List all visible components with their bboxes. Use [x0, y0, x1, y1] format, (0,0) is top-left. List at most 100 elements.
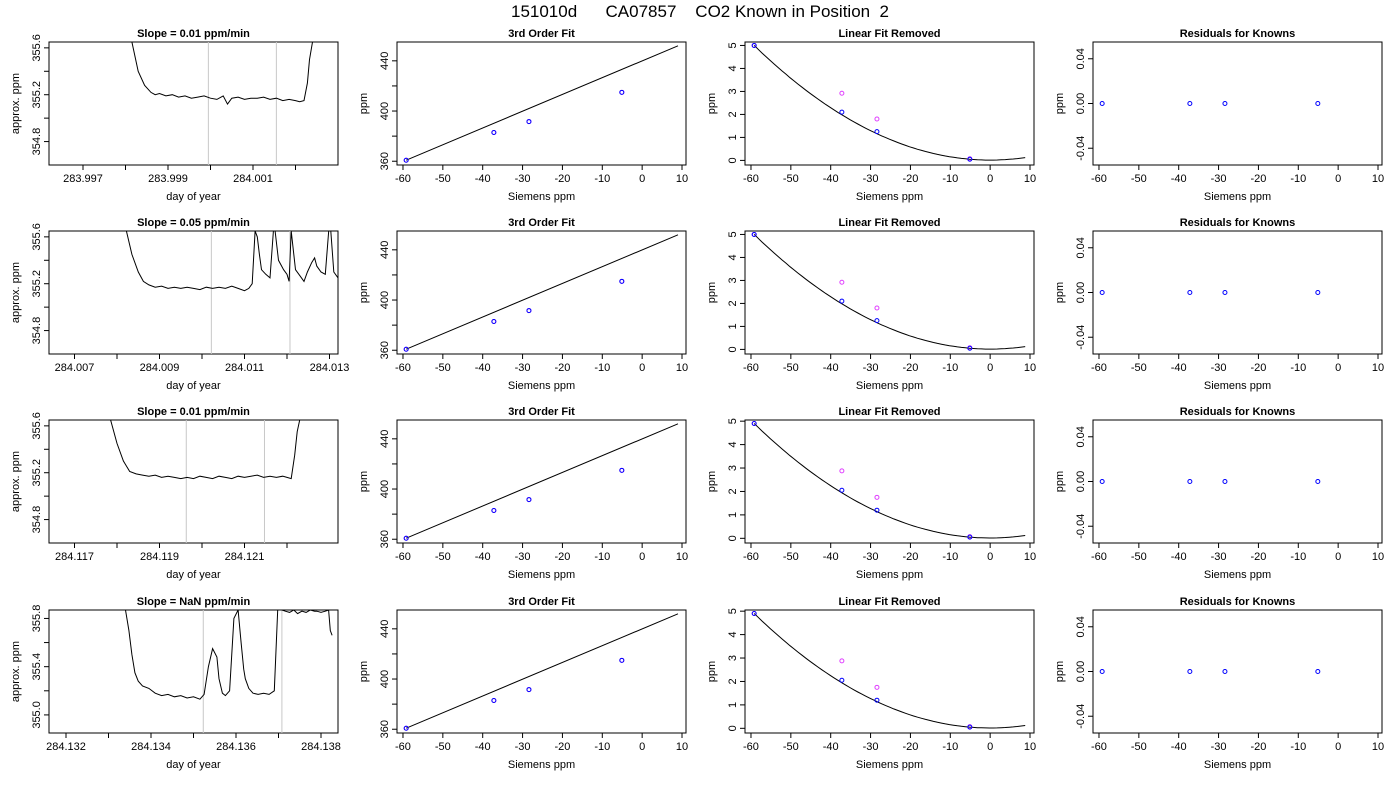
- y-tick-label: 360: [379, 530, 391, 548]
- series-line: [131, 42, 313, 106]
- x-tick-label: 10: [676, 551, 688, 563]
- data-point-magenta: [874, 684, 880, 690]
- y-tick-label: 0.04: [1075, 616, 1087, 637]
- x-tick-label: -40: [823, 173, 839, 185]
- data-point: [403, 725, 409, 731]
- y-axis-label: ppm: [1054, 282, 1066, 303]
- data-point: [619, 278, 625, 284]
- x-tick-label: -20: [554, 551, 570, 563]
- panel-linear_removed-row1: Linear Fit Removed -60 -50 -40 -30 -20 -10 0 10 0…: [706, 28, 1036, 203]
- x-tick-label: -40: [823, 362, 839, 374]
- plot-frame: [744, 41, 1035, 166]
- data-point: [1315, 101, 1321, 106]
- data-point: [1187, 669, 1193, 674]
- y-tick-label: 354.8: [31, 128, 43, 156]
- chart-title: Linear Fit Removed: [838, 217, 940, 229]
- x-tick-label: -10: [1290, 173, 1306, 185]
- x-tick-label: -10: [1290, 362, 1306, 374]
- x-tick-label: -10: [942, 551, 958, 563]
- x-tick-label: -40: [475, 741, 491, 753]
- panel-linear_removed-row3: Linear Fit Removed -60 -50 -40 -30 -20 -10 0 10 0…: [706, 406, 1036, 581]
- x-axis-label: Siemens ppm: [508, 191, 575, 203]
- x-tick-label: -60: [1091, 741, 1107, 753]
- data-point: [874, 697, 880, 703]
- y-tick-label: 355.2: [31, 459, 43, 487]
- x-tick-label: -40: [475, 551, 491, 563]
- fit-curve: [753, 613, 1026, 729]
- x-tick-label: -40: [1171, 362, 1187, 374]
- fit-line: [406, 234, 679, 350]
- x-tick-label: 0: [987, 741, 993, 753]
- plot-area: [403, 613, 679, 731]
- y-axis-label: ppm: [358, 471, 370, 492]
- y-tick-label: 400: [379, 670, 391, 688]
- x-tick-label: -20: [902, 173, 918, 185]
- x-tick-label: -10: [942, 173, 958, 185]
- x-tick-label: -60: [395, 173, 411, 185]
- data-point: [1222, 669, 1228, 674]
- x-tick-label: 10: [676, 173, 688, 185]
- x-tick-label: 10: [1024, 741, 1036, 753]
- y-tick-label: 440: [379, 52, 391, 70]
- y-tick-label: 4: [727, 442, 739, 448]
- x-tick-label: -50: [783, 741, 799, 753]
- x-tick-label: -30: [515, 362, 531, 374]
- y-tick-label: 0.04: [1075, 48, 1087, 69]
- data-point-magenta: [839, 279, 845, 285]
- y-tick-label: 360: [379, 341, 391, 359]
- x-tick-label: -10: [942, 362, 958, 374]
- y-axis-label: ppm: [358, 282, 370, 303]
- y-tick-label: 355.0: [31, 701, 43, 729]
- plot-area: [110, 420, 301, 543]
- x-tick-label: 10: [1372, 551, 1384, 563]
- panel-linear_removed-row4: Linear Fit Removed -60 -50 -40 -30 -20 -10 0 10 0…: [706, 596, 1036, 771]
- data-point: [751, 611, 757, 617]
- y-tick-label: 360: [379, 720, 391, 738]
- x-tick-label: -40: [823, 551, 839, 563]
- plot-area: [125, 231, 338, 354]
- x-tick-label: -30: [863, 362, 879, 374]
- page-title: 151010d CA07857 CO2 Known in Position 2: [510, 2, 890, 21]
- x-tick-label: -40: [823, 741, 839, 753]
- x-axis-label: day of year: [166, 569, 221, 581]
- x-tick-label: -40: [1171, 741, 1187, 753]
- y-axis-label: ppm: [706, 471, 718, 492]
- x-tick-label: -40: [475, 173, 491, 185]
- x-tick-label: -10: [1290, 741, 1306, 753]
- y-tick-label: 0.04: [1075, 237, 1087, 258]
- data-point: [403, 535, 409, 541]
- x-tick-label: -40: [1171, 551, 1187, 563]
- data-point: [967, 156, 973, 162]
- x-tick-label: -20: [1250, 551, 1266, 563]
- panel-timeseries-row1: Slope = 0.01 ppm/min 283.997 283.999 284.00…: [10, 28, 339, 203]
- plot-frame: [396, 609, 687, 734]
- y-tick-label: 0: [727, 725, 739, 731]
- plot-frame: [48, 230, 339, 355]
- data-point: [751, 231, 757, 237]
- x-tick-label: -10: [594, 551, 610, 563]
- x-axis-label: Siemens ppm: [856, 191, 923, 203]
- y-axis-label: ppm: [1054, 471, 1066, 492]
- plot-area: [1099, 669, 1321, 674]
- plot-frame: [396, 230, 687, 355]
- x-tick-label: -60: [395, 741, 411, 753]
- panel-timeseries-row2: Slope = 0.05 ppm/min 284.007 284.009 284.01…: [10, 217, 349, 392]
- x-tick-label: 10: [1372, 173, 1384, 185]
- y-tick-label: -0.04: [1075, 704, 1087, 729]
- x-axis-label: Siemens ppm: [1204, 759, 1271, 771]
- y-axis-label: approx. ppm: [10, 262, 22, 323]
- plot-area: [403, 423, 679, 541]
- data-point: [1315, 479, 1321, 484]
- x-tick-label: -20: [1250, 173, 1266, 185]
- x-tick-label: 284.117: [55, 551, 94, 563]
- data-point: [751, 42, 757, 48]
- y-tick-label: 1: [727, 512, 739, 518]
- chart-title: Slope = 0.01 ppm/min: [137, 406, 250, 418]
- x-tick-label: 0: [987, 173, 993, 185]
- x-tick-label: 284.134: [131, 741, 171, 753]
- y-tick-label: 2: [727, 488, 739, 494]
- y-tick-label: 1: [727, 323, 739, 329]
- x-tick-label: 10: [1372, 741, 1384, 753]
- chart-title: 3rd Order Fit: [508, 596, 575, 608]
- x-tick-label: -40: [1171, 173, 1187, 185]
